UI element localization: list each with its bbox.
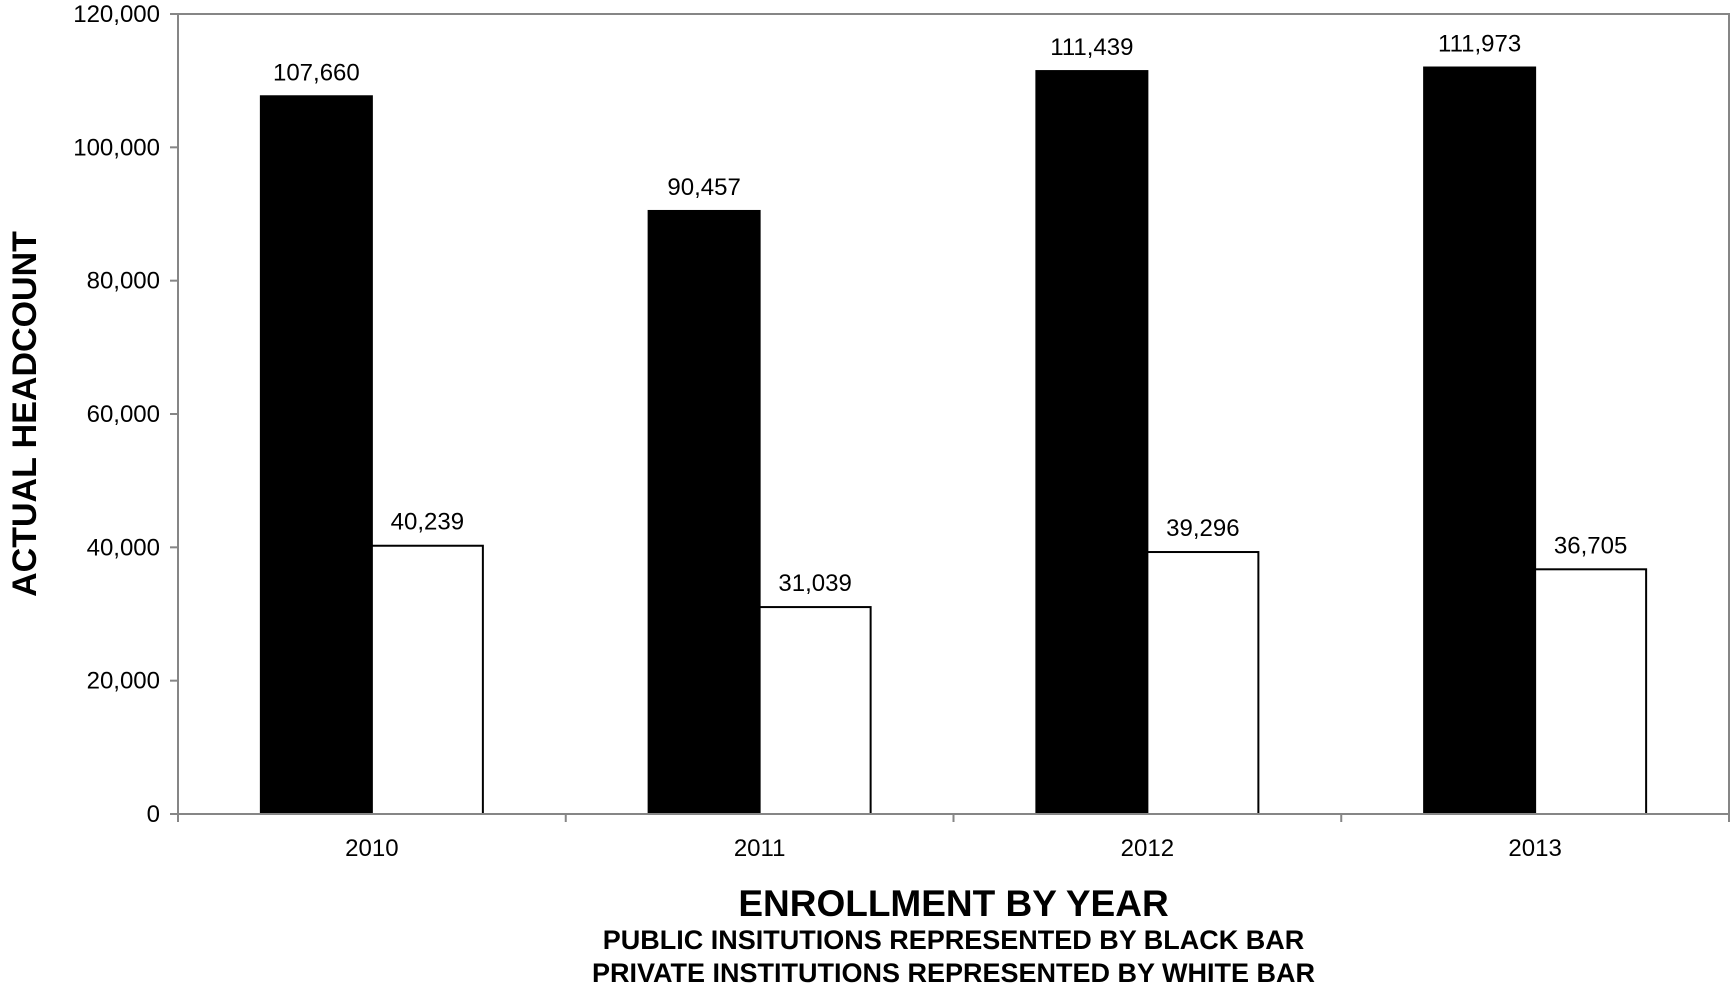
bar-public	[647, 209, 761, 816]
y-tick-label: 40,000	[87, 534, 160, 561]
y-tick-label: 0	[147, 801, 160, 828]
y-ticks: 0 20,000 40,000 60,000 80,000 100,000 120,000	[73, 1, 178, 828]
data-label-public: 111,439	[1050, 34, 1133, 61]
bar-public	[1423, 66, 1537, 816]
x-ticks: 2010 2011 2012 2013	[177, 814, 1730, 862]
data-labels: 107,660 90,457 111,439 111,973 40,239 31,039 3…	[273, 31, 1627, 598]
x-tick-label: 2010	[345, 835, 398, 862]
bar-public	[259, 95, 373, 816]
bars	[259, 66, 1648, 816]
data-label-public: 111,973	[1438, 31, 1521, 58]
data-label-private: 39,296	[1166, 515, 1239, 542]
data-label-public: 90,457	[667, 174, 740, 201]
bar-private	[758, 606, 872, 815]
note-private-bar: PRIVATE INSTITUTIONS REPRESENTED BY WHIT…	[592, 958, 1315, 987]
y-tick-label: 60,000	[87, 401, 160, 428]
note-public-bar: PUBLIC INSITUTIONS REPRESENTED BY BLACK …	[603, 925, 1305, 955]
y-tick-label: 120,000	[73, 1, 160, 28]
y-tick-label: 20,000	[87, 668, 160, 695]
x-axis-title: ENROLLMENT BY YEAR	[738, 883, 1168, 924]
x-tick-label: 2013	[1508, 835, 1561, 862]
bar-private	[1146, 551, 1260, 815]
x-tick-label: 2011	[734, 835, 786, 862]
y-tick-label: 80,000	[87, 268, 160, 295]
y-axis-title: ACTUAL HEADCOUNT	[6, 231, 44, 597]
bar-private	[370, 544, 484, 815]
data-label-private: 36,705	[1554, 532, 1627, 559]
y-tick-label: 100,000	[73, 134, 160, 161]
bar-private	[1534, 568, 1648, 815]
data-label-private: 40,239	[391, 509, 464, 536]
x-tick-label: 2012	[1121, 835, 1174, 862]
data-label-private: 31,039	[778, 570, 851, 597]
data-label-public: 107,660	[273, 59, 360, 86]
bar-public	[1035, 70, 1149, 816]
